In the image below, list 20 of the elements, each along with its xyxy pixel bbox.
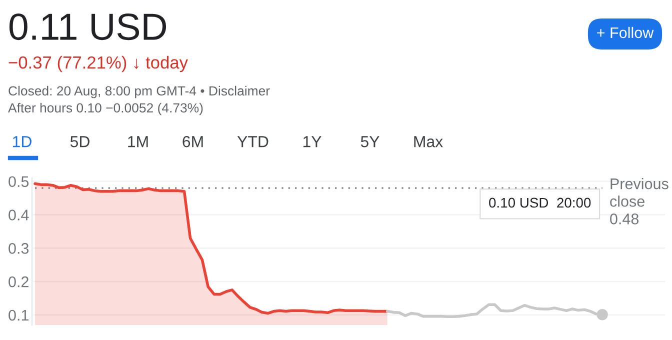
y-tick-label: 0.3 [8,243,29,254]
y-tick-label: 0.4 [8,210,29,220]
chart-subtitle: −0.37 (77.21%) ↓ today [8,56,188,72]
y-tick-label: 0.5 [8,176,29,188]
text: After hours 0.10 −0.0052 (4.73%) [8,102,203,116]
chart-title: 0.11 USD [9,14,166,40]
y-tick-label: 0.2 [8,276,28,288]
text: 6M [182,136,203,148]
y-tick-label: 0.1 [8,310,28,321]
text: 1Y [303,136,322,148]
text: YTD [237,136,268,148]
ref-line-label: Previous close 0.48 [610,178,668,224]
text: 1M [128,136,148,148]
text: 5Y [360,136,380,148]
text: + Follow [597,26,654,38]
text: Closed: 20 Aug, 8:00 pm GMT-4 • Disclaimer [8,86,270,98]
text: 5D [70,136,90,148]
text: Max [414,136,443,148]
annotation: 0.10 USD 20:00 [489,198,591,208]
text: 1D [13,136,32,148]
